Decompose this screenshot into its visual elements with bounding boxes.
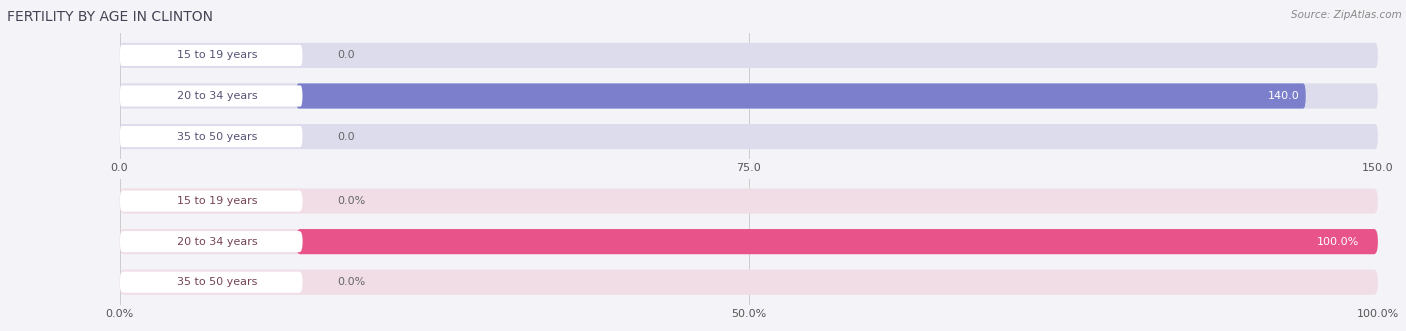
Text: 15 to 19 years: 15 to 19 years [177,196,257,206]
Text: 20 to 34 years: 20 to 34 years [177,237,257,247]
Text: 35 to 50 years: 35 to 50 years [177,277,257,287]
Text: 140.0: 140.0 [1268,91,1299,101]
FancyBboxPatch shape [120,190,302,212]
FancyBboxPatch shape [297,229,1378,254]
FancyBboxPatch shape [120,45,302,66]
Text: 15 to 19 years: 15 to 19 years [177,50,257,61]
FancyBboxPatch shape [120,124,1378,149]
FancyBboxPatch shape [120,272,302,293]
Text: 0.0: 0.0 [337,131,356,142]
FancyBboxPatch shape [120,126,302,147]
FancyBboxPatch shape [120,229,1378,254]
Text: 20 to 34 years: 20 to 34 years [177,91,257,101]
FancyBboxPatch shape [120,270,1378,295]
Text: 0.0%: 0.0% [337,277,366,287]
FancyBboxPatch shape [120,188,1378,213]
Text: 0.0: 0.0 [337,50,356,61]
Text: 0.0%: 0.0% [337,196,366,206]
FancyBboxPatch shape [120,231,302,252]
FancyBboxPatch shape [120,85,302,107]
Text: FERTILITY BY AGE IN CLINTON: FERTILITY BY AGE IN CLINTON [7,10,214,24]
Text: 35 to 50 years: 35 to 50 years [177,131,257,142]
FancyBboxPatch shape [120,43,1378,68]
Text: 100.0%: 100.0% [1317,237,1360,247]
FancyBboxPatch shape [297,83,1306,109]
Text: Source: ZipAtlas.com: Source: ZipAtlas.com [1291,10,1402,20]
FancyBboxPatch shape [120,83,1378,109]
